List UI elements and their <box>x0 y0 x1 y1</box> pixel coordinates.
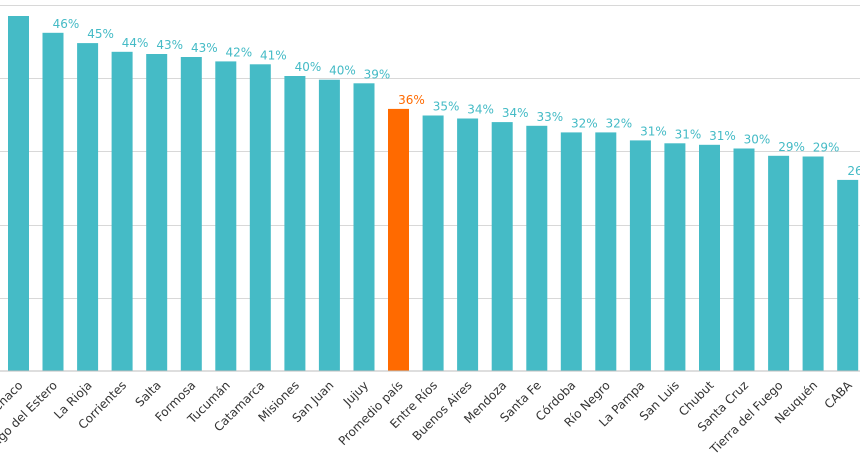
bar <box>284 76 306 371</box>
bar <box>526 125 548 371</box>
bar <box>422 115 444 371</box>
bar <box>664 143 686 371</box>
bar <box>180 57 202 371</box>
bars <box>8 16 859 372</box>
bar <box>733 148 755 371</box>
bar <box>457 118 479 371</box>
value-label: 43% <box>191 41 218 55</box>
bar <box>837 179 859 371</box>
value-label: 30% <box>744 133 771 147</box>
value-label: 39% <box>364 67 391 81</box>
value-label: 45% <box>87 27 114 41</box>
value-label: 41% <box>260 48 287 62</box>
bar <box>318 79 340 371</box>
bar <box>699 144 720 371</box>
bar <box>215 61 237 372</box>
value-label: 33% <box>536 110 563 124</box>
value-label: 31% <box>675 127 702 141</box>
bar <box>560 132 582 371</box>
bar <box>249 64 271 372</box>
bar <box>353 83 375 372</box>
category-label: Jujuy <box>340 378 371 409</box>
value-label: 26% <box>847 164 860 178</box>
value-label: 35% <box>433 100 460 114</box>
value-label: 43% <box>156 38 183 52</box>
value-label: 29% <box>778 140 805 154</box>
bar <box>768 155 790 371</box>
value-label: 36% <box>398 93 425 107</box>
bar <box>491 122 513 371</box>
bar-highlight <box>388 108 409 372</box>
value-label: 42% <box>225 45 252 59</box>
value-label: 44% <box>122 36 149 50</box>
value-label: 31% <box>709 129 736 143</box>
bar <box>629 140 651 371</box>
bar <box>8 16 29 371</box>
value-label: 31% <box>640 124 667 138</box>
value-label: 29% <box>813 141 840 155</box>
bar <box>802 156 824 371</box>
bar <box>146 54 168 371</box>
value-labels: 46% 45% 44% 43% 43% 42% 41% 40% 40% 39% 36% 35% 34% 3… <box>53 17 860 178</box>
category-label: CABA <box>822 378 856 412</box>
bar <box>111 51 133 372</box>
value-label: 40% <box>295 60 322 74</box>
category-label: Salta <box>132 378 163 409</box>
value-label: 46% <box>53 17 80 31</box>
value-label: 32% <box>571 116 598 130</box>
bar <box>42 32 64 372</box>
value-label: 34% <box>467 103 494 117</box>
value-label: 40% <box>329 64 356 78</box>
bar <box>77 43 99 371</box>
value-label: 34% <box>502 106 529 120</box>
bar <box>595 132 617 371</box>
value-label: 32% <box>605 116 632 130</box>
